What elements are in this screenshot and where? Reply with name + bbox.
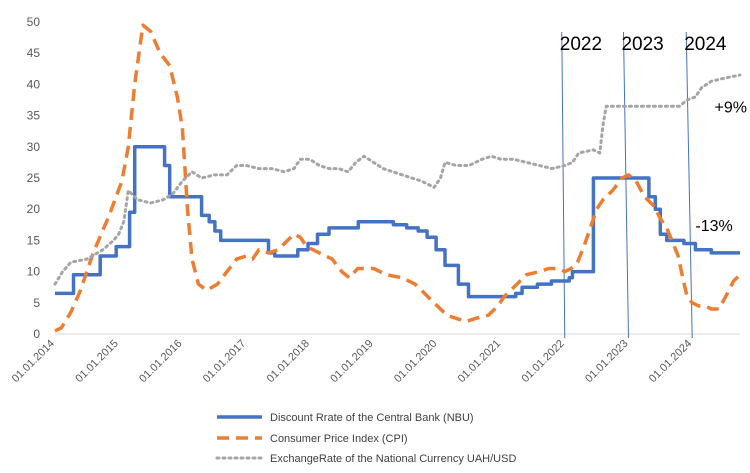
- annotation-label: -13%: [695, 218, 732, 235]
- y-tick-label: 30: [27, 140, 41, 154]
- annotations: +9% -13%: [695, 99, 747, 235]
- year-marker-label: 2023: [621, 34, 663, 55]
- series-line-2: [54, 23, 742, 333]
- legend-label: Discount Rrate of the Central Bank (NBU): [270, 412, 474, 424]
- series-lines: [53, 23, 742, 333]
- x-axis: 01.01.2014 01.01.2015 01.01.2016 01.01.2017…: [10, 338, 695, 385]
- y-tick-label: 25: [27, 171, 41, 185]
- x-tick-label: 01.01.2016: [137, 338, 184, 385]
- y-tick-label: 45: [27, 46, 41, 60]
- y-tick-label: 0: [33, 327, 40, 341]
- x-tick-label: 01.01.2020: [392, 338, 439, 385]
- year-marker-label: 2022: [560, 34, 602, 55]
- annotation-label: +9%: [715, 99, 747, 116]
- legend-label: ExchangeRate of the National Currency UA…: [270, 453, 516, 465]
- x-tick-label: 01.01.2019: [328, 338, 375, 385]
- year-markers: 2022 2023 2024: [560, 31, 727, 339]
- y-tick-label: 5: [33, 296, 40, 310]
- y-axis: 0 5 10 15 20 25 30 35 40 45 50: [27, 15, 41, 341]
- x-tick-label: 01.01.2023: [583, 338, 630, 385]
- y-tick-label: 15: [27, 233, 41, 247]
- x-tick-label: 01.01.2017: [201, 338, 248, 385]
- x-tick-label: 01.01.2015: [73, 338, 120, 385]
- series-line-3: [53, 73, 742, 286]
- y-tick-label: 40: [27, 77, 41, 91]
- year-marker-line: [561, 31, 566, 339]
- y-tick-label: 10: [27, 265, 41, 279]
- y-tick-label: 50: [27, 15, 41, 29]
- x-tick-label: 01.01.2021: [456, 338, 503, 385]
- x-tick-label: 01.01.2014: [10, 338, 57, 385]
- y-tick-label: 20: [27, 202, 41, 216]
- legend: Discount Rrate of the Central Bank (NBU)…: [215, 412, 516, 465]
- year-marker-label: 2024: [684, 34, 727, 55]
- series-line-1: [55, 145, 740, 299]
- x-tick-label: 01.01.2022: [519, 338, 566, 385]
- year-marker-line: [622, 31, 629, 339]
- x-tick-label: 01.01.2018: [265, 338, 312, 385]
- y-tick-label: 35: [27, 109, 41, 123]
- x-tick-label: 01.01.2024: [647, 338, 694, 385]
- legend-label: Consumer Price Index (CPI): [270, 433, 408, 445]
- year-marker-line: [685, 31, 693, 339]
